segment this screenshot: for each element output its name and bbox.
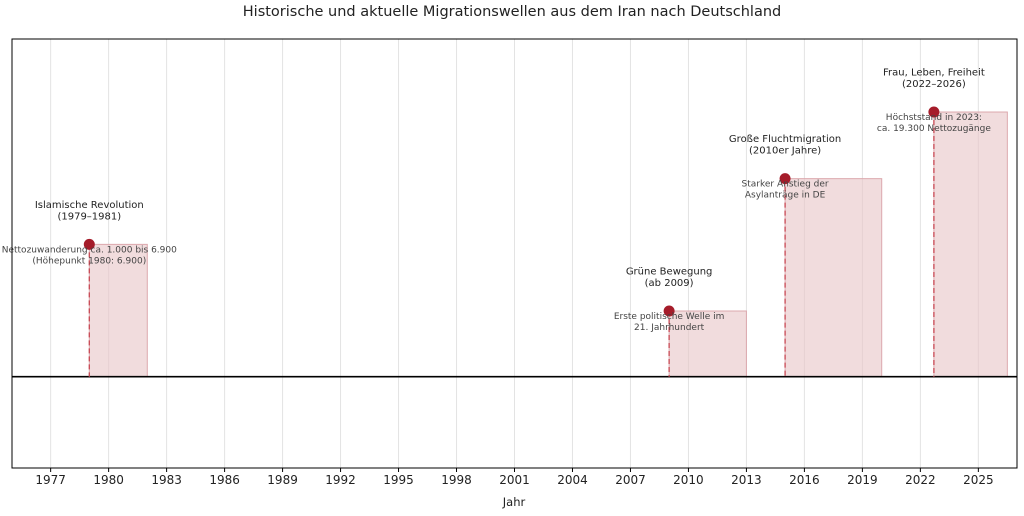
x-axis-ticks: 1977 1980 1983 1986 1989 1992 1995 1998 2001 2004… (35, 468, 994, 487)
chart-title: Historische und aktuelle Migrationswelle… (242, 4, 782, 20)
x-tick-label: 2025 (963, 473, 994, 487)
event-description: (Höhepunkt 1980: 6.900) (32, 256, 146, 266)
event-description: ca. 19.300 Nettozugänge (877, 124, 991, 134)
x-tick-label: 2016 (789, 473, 820, 487)
event-title: Grüne Bewegung (626, 267, 713, 278)
x-tick-label: 1998 (441, 473, 472, 487)
x-tick-label: 1977 (35, 473, 66, 487)
x-tick-label: 1995 (383, 473, 414, 487)
event-title: (2010er Jahre) (749, 146, 821, 157)
x-tick-label: 2013 (731, 473, 762, 487)
x-tick-label: 1992 (325, 473, 356, 487)
x-tick-label: 1989 (267, 473, 298, 487)
event-description: Starker Anstieg der (742, 180, 829, 190)
x-tick-label: 2007 (615, 473, 646, 487)
event-description: Erste politische Welle im (614, 312, 725, 322)
x-tick-label: 2004 (557, 473, 588, 487)
event-marker (779, 173, 791, 185)
x-tick-label: 2022 (905, 473, 936, 487)
grid-lines (50, 39, 979, 468)
event-title: (ab 2009) (645, 278, 694, 289)
x-tick-label: 1980 (93, 473, 124, 487)
event-description: 21. Jahrhundert (634, 323, 705, 333)
event-marker (663, 305, 675, 317)
x-tick-label: 1986 (209, 473, 240, 487)
event-labels: Islamische Revolution(1979–1981) Nettozuw… (2, 68, 992, 333)
event-description: Asylanträge in DE (745, 191, 826, 201)
event-band (933, 111, 1008, 378)
x-tick-label: 2019 (847, 473, 878, 487)
event-title: Große Fluchtmigration (729, 134, 841, 145)
event-marker (83, 238, 95, 250)
event-title: Islamische Revolution (35, 200, 144, 211)
x-axis-label: Jahr (502, 495, 526, 509)
x-tick-label: 2010 (673, 473, 704, 487)
event-marker (928, 106, 940, 118)
x-tick-label: 2001 (499, 473, 530, 487)
event-title: (1979–1981) (57, 211, 121, 222)
event-description: Nettozuwanderung ca. 1.000 bis 6.900 (2, 245, 177, 255)
event-bands (88, 111, 1008, 378)
event-markers (83, 106, 940, 377)
event-band (784, 178, 883, 378)
event-title: Frau, Leben, Freiheit (883, 68, 985, 79)
x-tick-label: 1983 (151, 473, 182, 487)
event-title: (2022–2026) (902, 79, 966, 90)
event-description: Höchststand in 2023: (886, 113, 982, 123)
